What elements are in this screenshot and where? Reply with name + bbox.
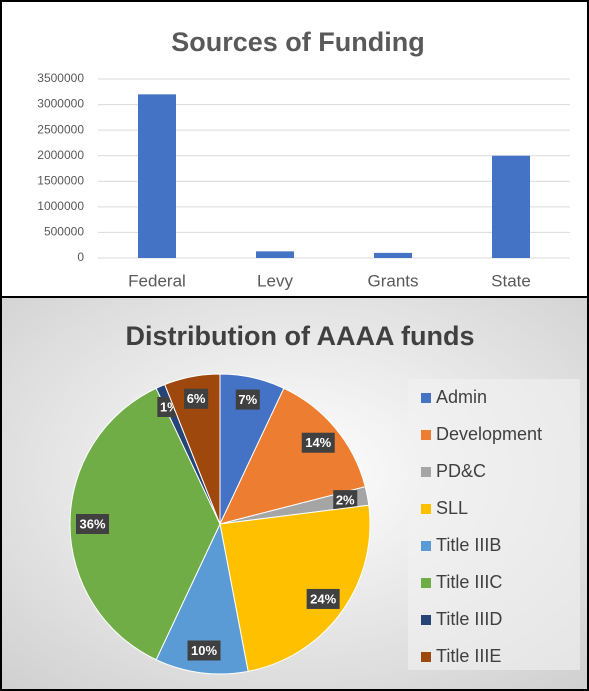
x-tick-label: Federal bbox=[128, 271, 186, 290]
data-label-box bbox=[301, 432, 335, 453]
legend-swatch bbox=[421, 430, 431, 440]
x-tick-label: State bbox=[491, 271, 531, 290]
legend-label: PD&C bbox=[436, 461, 486, 481]
y-tick-label: 1000000 bbox=[37, 199, 84, 213]
legend-swatch bbox=[421, 652, 431, 662]
bar-panel bbox=[0, 0, 589, 298]
legend-box bbox=[408, 379, 580, 670]
data-label: 36% bbox=[79, 516, 105, 531]
bar bbox=[492, 155, 530, 258]
legend-swatch bbox=[421, 615, 431, 625]
y-tick-label: 500000 bbox=[44, 225, 84, 239]
legend-label: SLL bbox=[436, 498, 468, 518]
pie-slice bbox=[155, 522, 249, 675]
legend-swatch bbox=[421, 541, 431, 551]
legend-label: Admin bbox=[436, 387, 487, 407]
pie-slice bbox=[219, 387, 366, 525]
legend-swatch bbox=[421, 467, 431, 477]
data-label-box bbox=[184, 388, 209, 409]
data-label: 10% bbox=[191, 643, 217, 658]
data-label: 6% bbox=[187, 391, 206, 406]
x-tick-label: Levy bbox=[257, 271, 293, 290]
y-tick-label: 3000000 bbox=[37, 97, 84, 111]
legend-label: Title IIID bbox=[436, 609, 502, 629]
y-tick-label: 3500000 bbox=[37, 71, 84, 85]
x-tick-label: Grants bbox=[367, 271, 418, 290]
chart-title: Distribution of AAAA funds bbox=[126, 321, 475, 351]
y-tick-label: 1500000 bbox=[37, 173, 84, 187]
data-label: 14% bbox=[305, 435, 331, 450]
data-label-box bbox=[333, 490, 358, 511]
chart-title: Sources of Funding bbox=[171, 27, 425, 57]
legend-label: Title IIIE bbox=[436, 646, 501, 666]
data-label: 7% bbox=[238, 392, 257, 407]
legend-swatch bbox=[421, 393, 431, 403]
pie-slice bbox=[164, 373, 221, 525]
data-label-box bbox=[235, 389, 260, 410]
data-label-box bbox=[187, 640, 221, 661]
pie-slice bbox=[219, 504, 371, 672]
y-tick-label: 2500000 bbox=[37, 122, 84, 136]
legend-swatch bbox=[421, 578, 431, 588]
legend-swatch bbox=[421, 504, 431, 514]
data-label: 24% bbox=[310, 591, 336, 606]
legend-label: Title IIIB bbox=[436, 535, 501, 555]
bar bbox=[374, 252, 412, 258]
data-label-box bbox=[306, 588, 340, 609]
bar bbox=[138, 94, 176, 258]
pie-slice bbox=[69, 387, 221, 661]
y-tick-label: 0 bbox=[77, 250, 84, 264]
data-label-box bbox=[76, 514, 109, 534]
bar bbox=[256, 251, 294, 258]
y-tick-label: 2000000 bbox=[37, 148, 84, 162]
legend-label: Title IIIC bbox=[436, 572, 502, 592]
legend-label: Development bbox=[436, 424, 542, 444]
data-label: 2% bbox=[336, 493, 355, 508]
